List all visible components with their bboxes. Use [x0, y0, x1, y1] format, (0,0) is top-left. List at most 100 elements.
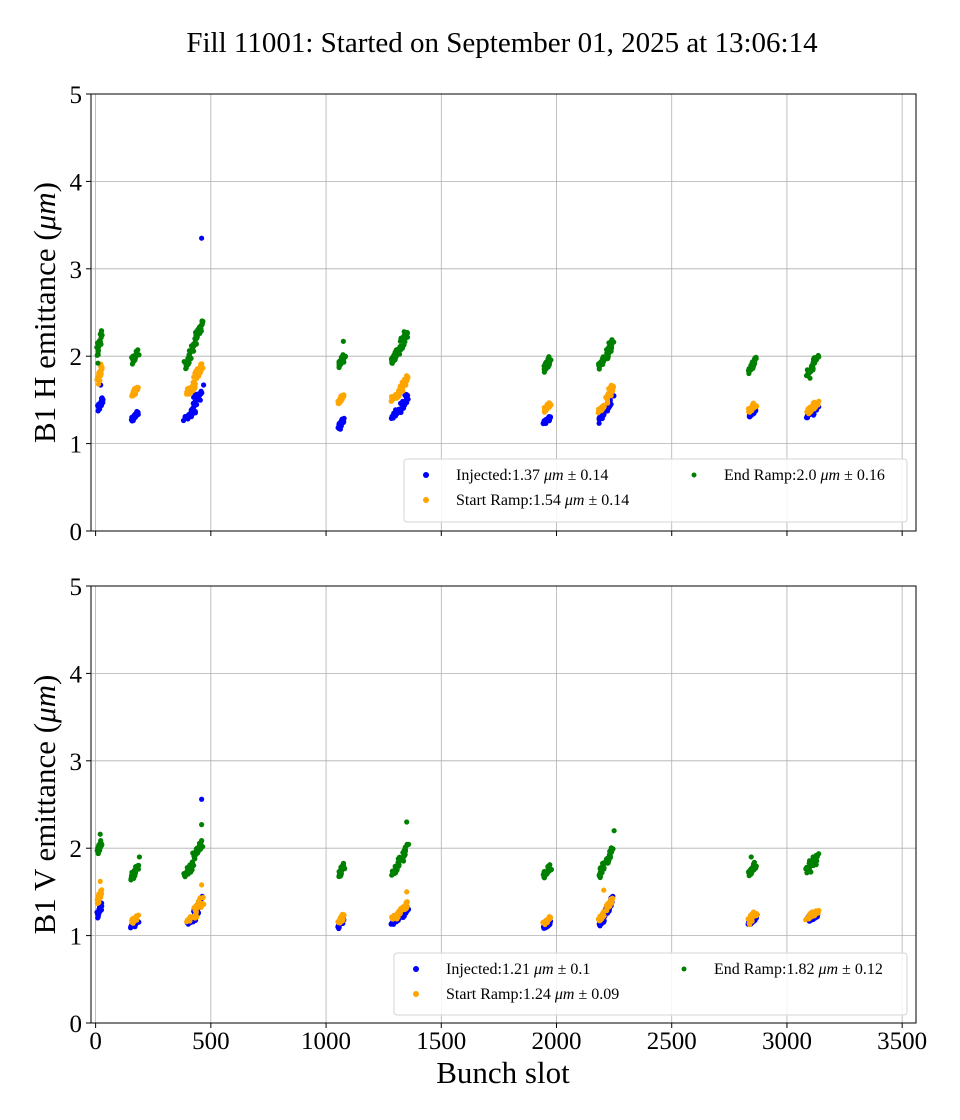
- legend-std: ± 0.1: [554, 961, 591, 978]
- series-start-ramp: [94, 361, 822, 417]
- data-point: [191, 348, 197, 354]
- data-point: [754, 911, 760, 917]
- data-point: [98, 328, 104, 334]
- data-point-outlier: [601, 887, 607, 893]
- data-point: [136, 352, 142, 358]
- data-point: [806, 369, 812, 375]
- bottom-panel: 0 1 2 3 4 5 0 500 1000 1500 2000 2500 3000 3500 B1 V …: [27, 574, 927, 1055]
- data-point: [199, 321, 205, 327]
- data-point: [611, 339, 617, 345]
- x-tick-label: 3000: [762, 1028, 812, 1055]
- data-point: [193, 341, 199, 347]
- y-tick-label: 2: [70, 836, 83, 863]
- data-point: [99, 364, 105, 370]
- data-point: [404, 899, 410, 905]
- legend-box: [403, 458, 908, 523]
- x-tick-label: 0: [89, 1028, 102, 1055]
- y-tick-label: 1: [70, 432, 83, 459]
- data-point: [816, 398, 822, 404]
- data-point: [341, 392, 347, 398]
- data-point: [813, 357, 819, 363]
- data-point: [405, 396, 411, 402]
- legend-prefix: End Ramp:1.82: [714, 961, 818, 978]
- data-point-outlier: [404, 889, 410, 895]
- top-legend: Injected:1.37 μm ± 0.14 Start Ramp:1.54 μ…: [403, 458, 908, 523]
- ylabel-text: ): [27, 675, 62, 685]
- legend-std: ± 0.14: [584, 492, 629, 509]
- data-point: [135, 912, 142, 918]
- bottom-ticks: 0 1 2 3 4 5 0 500 1000 1500 2000 2500 3000 3500: [70, 574, 928, 1055]
- data-point: [807, 375, 813, 381]
- legend-item-injected: Injected:1.37 μm ± 0.14: [423, 467, 608, 484]
- data-point: [404, 329, 410, 336]
- data-point: [135, 866, 141, 872]
- legend-marker: [413, 991, 419, 997]
- data-point: [199, 361, 205, 367]
- legend-item-start-ramp: Start Ramp:1.54 μm ± 0.14: [423, 492, 629, 509]
- series-end-ramp: [94, 819, 822, 883]
- data-point: [197, 330, 203, 336]
- legend-box: [393, 952, 908, 1016]
- data-point: [607, 344, 614, 350]
- legend-std: ± 0.12: [838, 961, 883, 978]
- x-tick-label: 500: [192, 1028, 230, 1055]
- data-point: [609, 895, 616, 901]
- top-axes-frame: [90, 93, 917, 532]
- data-point-outlier: [199, 882, 205, 888]
- data-point: [189, 406, 195, 413]
- ylabel-text: B1 V emittance (: [27, 723, 62, 935]
- data-point: [192, 400, 198, 406]
- data-point: [810, 367, 816, 373]
- data-point: [815, 352, 821, 359]
- data-point: [186, 360, 192, 366]
- y-tick-label: 3: [70, 257, 83, 284]
- ylabel-unit: μm: [27, 685, 62, 724]
- data-point: [201, 901, 207, 907]
- data-point: [547, 414, 554, 420]
- legend-label: End Ramp:1.82 μm ± 0.12: [714, 961, 883, 978]
- y-tick-label: 2: [70, 344, 83, 371]
- data-point: [608, 382, 615, 388]
- legend-unit: μm: [554, 986, 575, 1003]
- top-scatter-points: [94, 235, 822, 432]
- data-point-outlier: [748, 854, 754, 860]
- y-tick-label: 5: [70, 574, 83, 601]
- data-point: [197, 397, 203, 403]
- data-point: [405, 375, 411, 381]
- legend-prefix: End Ramp:2.0: [724, 467, 820, 484]
- legend-label: Start Ramp:1.24 μm ± 0.09: [446, 986, 619, 1003]
- y-tick-label: 4: [70, 169, 83, 196]
- series-start-ramp: [94, 878, 822, 928]
- legend-std: ± 0.16: [840, 467, 885, 484]
- data-point: [200, 844, 206, 850]
- data-point: [97, 339, 103, 345]
- legend-label: Start Ramp:1.54 μm ± 0.14: [456, 492, 629, 509]
- legend-marker: [413, 966, 419, 972]
- legend-unit: μm: [533, 961, 554, 978]
- top-y-axis-label: B1 H emittance (μm): [27, 182, 62, 443]
- series-injected: [94, 796, 821, 932]
- data-point: [751, 859, 758, 865]
- data-point: [98, 335, 104, 341]
- data-point-outlier: [340, 338, 346, 344]
- ylabel-text: B1 H emittance (: [27, 230, 62, 443]
- legend-marker: [423, 472, 429, 478]
- data-point-outlier: [97, 831, 103, 837]
- legend-item-injected: Injected:1.21 μm ± 0.1: [413, 961, 590, 978]
- legend-unit: μm: [819, 467, 840, 484]
- bottom-scatter-points: [94, 796, 822, 932]
- data-point: [754, 403, 760, 409]
- data-point: [134, 408, 140, 415]
- ylabel-unit: μm: [27, 192, 62, 231]
- data-point: [548, 866, 554, 873]
- bottom-grid: [91, 585, 916, 1024]
- y-tick-label: 3: [70, 749, 83, 776]
- bottom-axes-frame: [90, 585, 917, 1024]
- data-point: [752, 361, 758, 367]
- data-point: [406, 841, 412, 848]
- data-point: [399, 387, 405, 393]
- top-ticks: 0 1 2 3 4 5: [70, 82, 903, 546]
- data-point: [98, 891, 105, 897]
